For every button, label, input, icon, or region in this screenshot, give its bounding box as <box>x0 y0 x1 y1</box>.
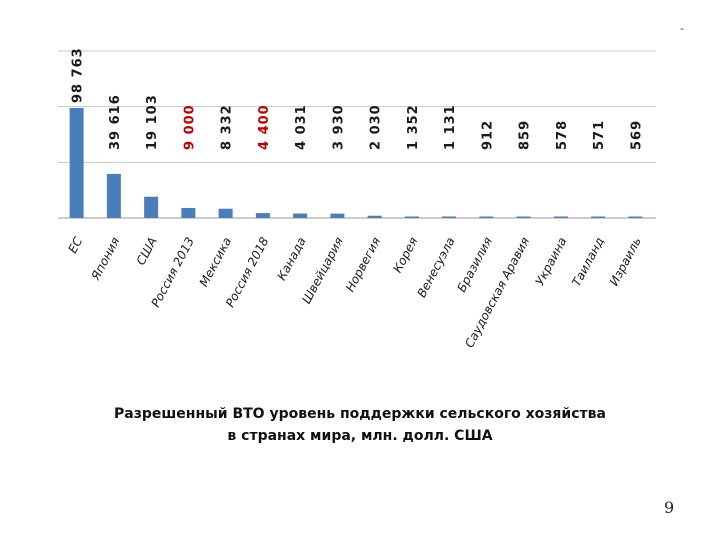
value-label: 4 400 <box>257 104 272 150</box>
value-label: 1 131 <box>443 104 458 150</box>
value-label: 9 000 <box>182 104 197 150</box>
category-label: Венесуэла <box>414 235 457 300</box>
value-label: 859 <box>518 120 533 150</box>
value-label: 571 <box>592 120 607 150</box>
bar <box>479 216 494 218</box>
value-label: 569 <box>629 120 644 150</box>
bar <box>628 216 643 218</box>
bar <box>255 213 270 218</box>
bar <box>181 207 196 218</box>
bar <box>367 215 382 218</box>
category-label: Корея <box>390 235 420 275</box>
bar <box>106 173 121 218</box>
caption-line-1: Разрешенный ВТО уровень поддержки сельск… <box>114 406 606 422</box>
bar <box>330 213 345 218</box>
category-label: Израиль <box>607 235 644 288</box>
category-label: Канада <box>274 235 308 283</box>
value-label: 2 030 <box>369 104 384 150</box>
value-label: 912 <box>480 120 495 150</box>
value-label: 1 352 <box>406 104 421 150</box>
value-label: 19 103 <box>145 94 160 150</box>
bar <box>293 213 308 218</box>
bar <box>69 108 84 218</box>
category-label: Мексика <box>197 235 235 289</box>
category-label: Бразилия <box>454 235 495 295</box>
category-label: Япония <box>88 235 123 283</box>
caption-line-2: в странах мира, млн. долл. США <box>227 428 493 444</box>
corner-mark: - <box>680 22 684 35</box>
value-label: 98 763 <box>71 47 86 103</box>
bar <box>516 216 531 218</box>
category-label: Украина <box>533 235 570 288</box>
category-label: Норвегия <box>343 235 383 294</box>
bar <box>442 216 457 218</box>
value-label: 3 930 <box>331 104 346 150</box>
category-label: Таиланд <box>569 235 607 289</box>
bar <box>553 216 568 218</box>
page-number: 9 <box>664 498 675 517</box>
category-label: США <box>134 235 160 268</box>
value-label: 39 616 <box>108 94 123 150</box>
value-label: 4 031 <box>294 104 309 150</box>
value-label: 8 332 <box>220 104 235 150</box>
bars <box>69 108 643 218</box>
bar <box>144 196 159 218</box>
value-label: 578 <box>555 120 570 150</box>
category-label: ЕС <box>65 234 85 255</box>
value-labels: 98 763 39 616 19 103 9 000 8 332 4 400 4 031 3 … <box>71 47 645 150</box>
bar <box>218 208 233 218</box>
bar <box>404 216 419 218</box>
bar-chart: 98 763 39 616 19 103 9 000 8 332 4 400 4 031 3 … <box>58 47 656 350</box>
bar <box>591 216 606 218</box>
